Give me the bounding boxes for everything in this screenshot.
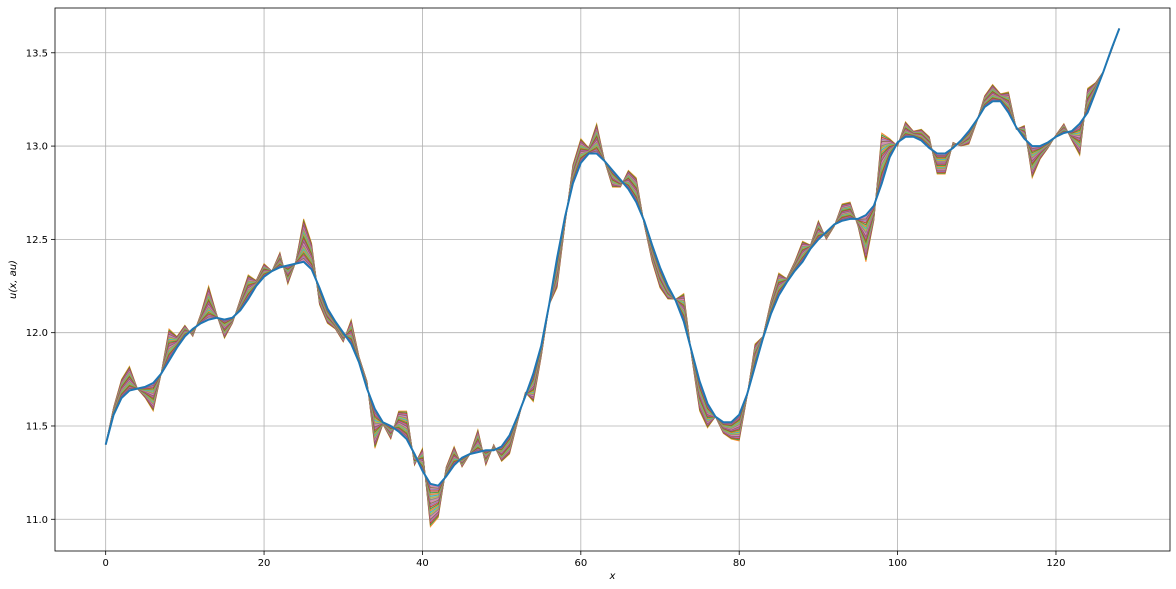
y-tick-label: 12.5: [26, 235, 48, 246]
ensemble-line: [105, 28, 1120, 489]
x-axis-ticks: 0 20 40 60 80 100 120: [102, 551, 1066, 569]
ensemble-line: [105, 28, 1120, 517]
ensemble-line: [105, 28, 1120, 510]
grid-layer: [55, 8, 1170, 551]
ensemble-line: [105, 28, 1120, 519]
y-tick-label: 13.0: [26, 142, 48, 153]
ensemble-line: [105, 28, 1120, 525]
ensemble-line: [105, 28, 1120, 488]
x-tick-label: 100: [888, 558, 907, 569]
x-axis-label: x: [609, 571, 616, 582]
ensemble-line: [105, 28, 1120, 503]
ensemble-line: [105, 28, 1120, 523]
series-layer: [104, 28, 1121, 487]
y-tick-label: 13.5: [26, 48, 48, 59]
ensemble-line: [105, 28, 1120, 496]
ensemble-line: [105, 28, 1120, 494]
x-tick-label: 60: [574, 558, 587, 569]
ensemble-line: [105, 28, 1120, 506]
y-tick-label: 11.0: [26, 515, 48, 526]
smooth-series-line: [104, 28, 1121, 487]
y-tick-label: 11.5: [26, 421, 48, 432]
x-tick-label: 80: [733, 558, 746, 569]
ensemble-line: [105, 28, 1120, 499]
y-axis-label: u(x, au): [8, 260, 19, 299]
ensemble-line: [105, 28, 1120, 492]
ensemble-line: [105, 28, 1120, 508]
x-tick-label: 40: [416, 558, 429, 569]
ensemble-line: [105, 28, 1120, 491]
ensemble-line: [105, 28, 1120, 487]
ensemble-line: [105, 28, 1120, 512]
plot-frame: [54, 7, 1171, 552]
y-axis-ticks: 11.0 11.5 12.0 12.5 13.0 13.5: [26, 48, 55, 526]
x-tick-label: 120: [1046, 558, 1065, 569]
ensemble-line: [105, 28, 1120, 521]
x-tick-label: 20: [258, 558, 271, 569]
y-tick-label: 12.0: [26, 328, 48, 339]
ensemble-line: [105, 28, 1120, 516]
ensemble-line: [105, 28, 1120, 505]
x-tick-label: 0: [102, 558, 108, 569]
ensemble-line: [105, 28, 1120, 514]
ensemble-band: [105, 28, 1120, 528]
ensemble-line: [105, 28, 1120, 501]
